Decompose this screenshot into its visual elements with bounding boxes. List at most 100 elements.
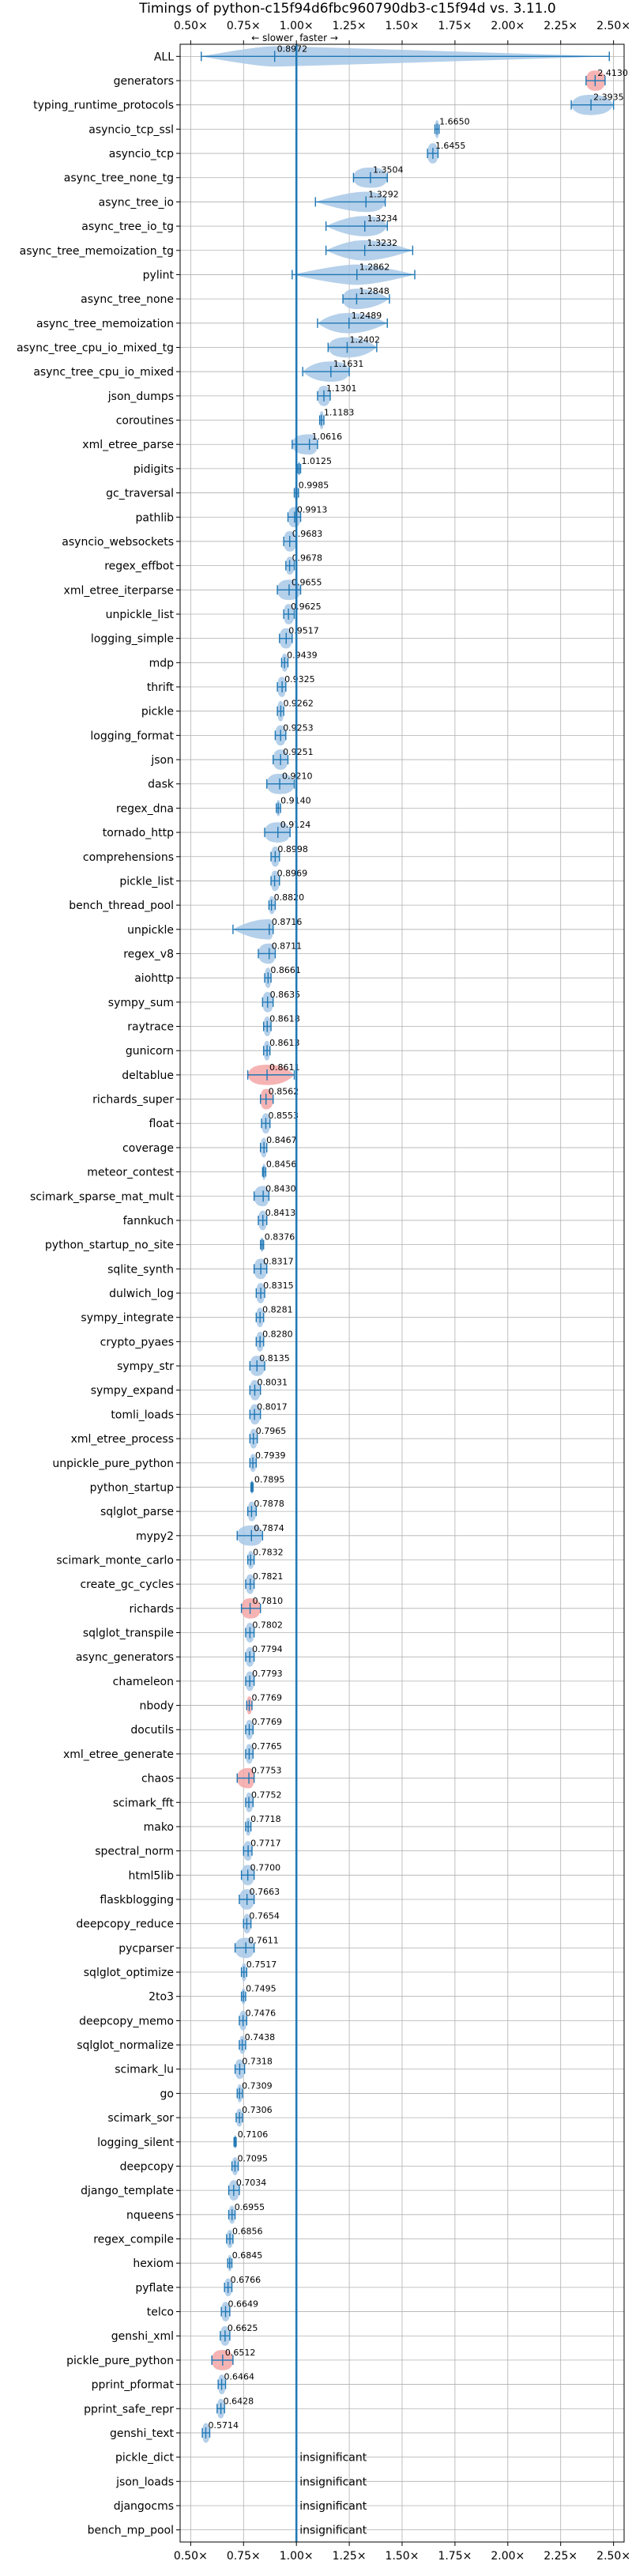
benchmark-name-label: pidigits xyxy=(134,463,174,476)
value-label: 0.7753 xyxy=(251,1766,282,1776)
value-label: 0.7318 xyxy=(242,2057,273,2067)
bottom-tick-label: 1.00× xyxy=(280,2550,314,2563)
value-label: 0.8317 xyxy=(263,1256,294,1266)
benchmark-name-label: python_startup xyxy=(90,1481,174,1494)
value-label: 2.3935 xyxy=(593,92,624,103)
faster-direction-label: faster → xyxy=(299,32,338,43)
benchmark-name-label: coverage xyxy=(122,1142,174,1155)
bottom-axis-ticks: 0.50× 0.75× 1.00× 1.25× 1.50× 1.75× 2.00× 2.25×… xyxy=(174,2542,630,2563)
benchmark-name-label: xml_etree_parse xyxy=(82,439,174,451)
value-label: 2.4130 xyxy=(597,68,628,78)
benchmark-name-label: thrift xyxy=(147,681,175,694)
benchmark-name-label: nqueens xyxy=(126,2209,174,2222)
benchmark-name-label: deepcopy_memo xyxy=(79,2015,174,2027)
benchmark-name-label: mypy2 xyxy=(136,1530,174,1543)
value-label: 1.2862 xyxy=(359,262,390,272)
benchmark-name-label: async_tree_none_tg xyxy=(64,172,174,185)
benchmark-name-label: pyflate xyxy=(135,2282,174,2295)
top-tick-label: 1.50× xyxy=(386,20,419,32)
value-label: 0.9625 xyxy=(291,602,322,612)
benchmark-name-label: sympy_expand xyxy=(91,1385,174,1397)
bottom-tick-label: 2.00× xyxy=(491,2550,525,2563)
benchmark-name-label: ALL xyxy=(154,51,174,63)
insignificant-label: insignificant xyxy=(299,2525,367,2537)
benchmark-name-label: bench_thread_pool xyxy=(69,900,174,912)
benchmark-name-label: dask xyxy=(148,779,175,791)
value-label: 0.9251 xyxy=(283,747,314,757)
top-tick-label: 0.75× xyxy=(227,20,261,32)
value-label: 0.8562 xyxy=(269,1087,299,1097)
value-label: 0.7476 xyxy=(246,2008,276,2018)
benchmark-name-label: regex_compile xyxy=(93,2234,174,2246)
benchmark-name-label: tomli_loads xyxy=(111,1409,174,1421)
benchmark-name-label: chameleon xyxy=(113,1676,174,1688)
value-label: 0.9517 xyxy=(288,626,319,636)
benchmark-name-label: 2to3 xyxy=(149,1991,174,2004)
benchmark-name-label: unpickle xyxy=(127,924,174,937)
bottom-tick-label: 2.25× xyxy=(544,2550,577,2563)
value-label: 0.6428 xyxy=(224,2396,254,2406)
value-label: 0.8711 xyxy=(272,941,303,951)
value-label: 0.6649 xyxy=(228,2299,259,2310)
benchmark-name-label: pprint_pformat xyxy=(92,2379,175,2392)
top-tick-label: 2.00× xyxy=(491,20,525,32)
benchmark-name-label: pickle_pure_python xyxy=(66,2355,174,2367)
value-label: 0.7106 xyxy=(238,2129,269,2140)
value-label: 1.1631 xyxy=(333,359,364,369)
value-label: 0.7517 xyxy=(246,1959,277,1970)
benchmark-name-label: bench_mp_pool xyxy=(88,2525,174,2537)
value-label: 1.3232 xyxy=(367,238,398,248)
benchmark-name-label: scimark_sor xyxy=(107,2112,174,2125)
value-label: 1.2848 xyxy=(359,286,389,296)
benchmark-name-label: gunicorn xyxy=(126,1045,174,1058)
value-label: 0.7718 xyxy=(250,1814,281,1824)
top-tick-label: 0.50× xyxy=(174,20,208,32)
benchmark-name-label: xml_etree_iterparse xyxy=(64,584,174,597)
benchmark-name-label: regex_effbot xyxy=(104,560,174,573)
benchmark-name-label: pycparser xyxy=(118,1942,174,1955)
benchmark-name-label: unpickle_pure_python xyxy=(52,1458,174,1470)
value-label: 0.8820 xyxy=(274,892,305,903)
value-label: 0.8281 xyxy=(262,1305,293,1315)
insignificant-label: insignificant xyxy=(299,2500,367,2513)
benchmark-name-label: regex_dna xyxy=(116,802,174,815)
value-label: 0.9325 xyxy=(284,674,315,685)
value-label: 0.8969 xyxy=(277,868,308,878)
benchmark-name-label: json_dumps xyxy=(107,390,174,403)
benchmark-name-label: float xyxy=(149,1118,175,1130)
benchmark-name-label: pickle_list xyxy=(119,875,174,888)
value-label: 0.6766 xyxy=(231,2275,261,2285)
benchmark-name-label: regex_v8 xyxy=(123,948,174,960)
value-label: 1.3504 xyxy=(373,165,404,175)
value-label: 0.8430 xyxy=(265,1183,296,1194)
value-label: 0.7832 xyxy=(253,1547,284,1557)
benchmark-name-label: sympy_sum xyxy=(108,997,174,1009)
benchmark-name-label: json xyxy=(150,754,174,767)
value-label: 1.2402 xyxy=(349,334,380,345)
benchmark-name-label: pprint_safe_repr xyxy=(84,2403,174,2416)
benchmark-name-label: mako xyxy=(144,1821,174,1834)
value-label: 0.8611 xyxy=(269,1062,300,1073)
benchmark-name-label: aiohttp xyxy=(134,972,174,985)
value-label: 1.6455 xyxy=(435,141,466,151)
value-label: 1.6650 xyxy=(439,116,470,126)
benchmark-name-label: unpickle_list xyxy=(106,609,175,621)
benchmark-name-label: create_gc_cycles xyxy=(80,1578,174,1591)
top-tick-label: 1.75× xyxy=(438,20,472,32)
slower-direction-label: ← slower xyxy=(251,32,293,43)
benchmark-name-label: scimark_sparse_mat_mult xyxy=(30,1190,174,1203)
value-label: 0.7309 xyxy=(242,2080,273,2091)
benchmark-name-label: async_tree_none xyxy=(81,293,174,306)
value-label: 0.7717 xyxy=(250,1839,281,1849)
value-label: 0.8280 xyxy=(262,1329,293,1339)
benchmark-name-label: sqlglot_normalize xyxy=(77,2039,174,2052)
value-label: 0.9655 xyxy=(292,577,322,587)
benchmark-name-label: asyncio_websockets xyxy=(62,536,174,549)
benchmark-name-label: logging_format xyxy=(90,730,174,742)
value-label: 0.7663 xyxy=(250,1887,280,1897)
benchmark-name-label: sqlglot_transpile xyxy=(83,1627,174,1640)
value-label: 1.3292 xyxy=(368,189,399,199)
benchmark-name-label: async_tree_io xyxy=(99,196,174,209)
benchmark-name-label: crypto_pyaes xyxy=(100,1336,174,1348)
